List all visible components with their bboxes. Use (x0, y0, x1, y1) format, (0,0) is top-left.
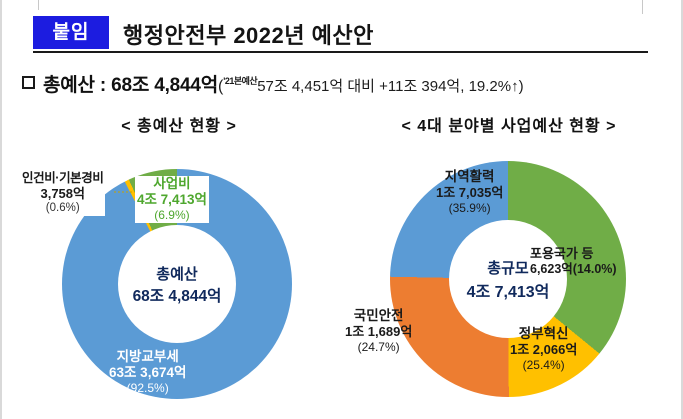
chart-panel-program-budget: < 4대 분야별 사업예산 현황 > 총규모 4조 7,413억 지역활력 1조… (344, 112, 674, 419)
segment-value-public-safety: 1조 1,689억 (345, 324, 413, 340)
segment-value-project: 4조 7,413억 (137, 192, 207, 208)
segment-percent-government-innovation: (25.4%) (522, 357, 565, 372)
prior-year-superscript: '21본예산 (223, 76, 258, 86)
donut-center-label-right: 총규모 (487, 259, 529, 277)
segment-value-regional-vitality: 1조 7,035억 (436, 185, 504, 201)
donut-center-value-right: 4조 7,413억 (466, 283, 550, 301)
chart-title-right: < 4대 분야별 사업예산 현황 > (401, 118, 617, 135)
total-budget-summary: 총예산 : 68조 4,844억('21본예산57조 4,451억 대비 +11… (22, 70, 672, 100)
empty-square-icon (22, 76, 35, 89)
donut-center-left: 총예산 68조 4,844억 (62, 169, 292, 399)
donut-center-value-left: 68조 4,844억 (132, 287, 222, 305)
segment-name-inclusive-nation: 포용국가 등 (530, 246, 594, 261)
segment-label-public-safety: 국민안전 1조 1,689억 (24.7%) (345, 308, 412, 354)
segment-percent-project: (6.9%) (154, 208, 190, 223)
donut-center-label-left: 총예산 (156, 265, 198, 283)
page-edge-left (0, 0, 2, 419)
chart-panel-total-budget: < 총예산 현황 > 총예산 68조 4,844억 인건비·기본경비 3,758… (14, 112, 344, 419)
chart-area-left: 총예산 68조 4,844억 인건비·기본경비 3,758억 (0.6%) 사업… (14, 136, 344, 419)
segment-value-inclusive-nation: 6,623억(14.0%) (530, 261, 617, 276)
donut-center-right: 총규모 4조 7,413억 (390, 161, 626, 397)
segment-name-public-safety: 국민안전 (353, 308, 404, 323)
page-corner-mark-top-left (38, 0, 39, 10)
segment-label-regional-vitality: 지역활력 1조 7,035억 (35.9%) (436, 169, 503, 215)
segment-name-government-innovation: 정부혁신 (518, 326, 569, 341)
page-title: 행정안전부 2022년 예산안 (123, 23, 374, 48)
attachment-badge: 붙임 (33, 16, 109, 49)
segment-name-personnel: 인건비·기본경비 (22, 171, 104, 185)
segment-percent-public-safety: (24.7%) (357, 339, 400, 354)
page-corner-mark-top-right (642, 0, 643, 14)
segment-label-inclusive-nation: 포용국가 등 6,623억(14.0%) (530, 246, 617, 277)
page-edge-right (681, 0, 683, 419)
segment-label-government-innovation: 정부혁신 1조 2,066억 (25.4%) (510, 326, 577, 372)
segment-label-personnel: 인건비·기본경비 3,758억 (0.6%) (20, 170, 106, 217)
segment-name-regional-vitality: 지역활력 (444, 169, 495, 184)
segment-percent-local-grant: (92.5%) (126, 381, 169, 396)
segment-label-project: 사업비 4조 7,413억 (6.9%) (135, 176, 209, 223)
segment-label-local-grant: 지방교부세 63조 3,674억 (92.5%) (109, 349, 186, 396)
header-divider (33, 51, 648, 53)
chart-area-right: 총규모 4조 7,413억 지역활력 1조 7,035억 (35.9%) 포용국… (344, 136, 674, 419)
chart-title-left: < 총예산 현황 > (121, 118, 237, 135)
segment-name-local-grant: 지방교부세 (116, 349, 179, 364)
segment-value-personnel: 3,758억 (40, 186, 85, 201)
segment-percent-regional-vitality: (35.9%) (448, 200, 491, 215)
summary-paren-open: ( (218, 78, 224, 95)
segment-name-project: 사업비 (153, 176, 191, 191)
year-over-year-comparison: 57조 4,451억 대비 +11조 394억, 19.2%↑) (257, 78, 524, 95)
segment-percent-personnel: (0.6%) (45, 201, 80, 214)
total-budget-value: 총예산 : 68조 4,844억 (43, 75, 219, 96)
segment-value-local-grant: 63조 3,674억 (109, 365, 187, 381)
segment-value-government-innovation: 1조 2,066억 (510, 342, 578, 358)
document-header: 붙임 행정안전부 2022년 예산안 (33, 16, 648, 53)
